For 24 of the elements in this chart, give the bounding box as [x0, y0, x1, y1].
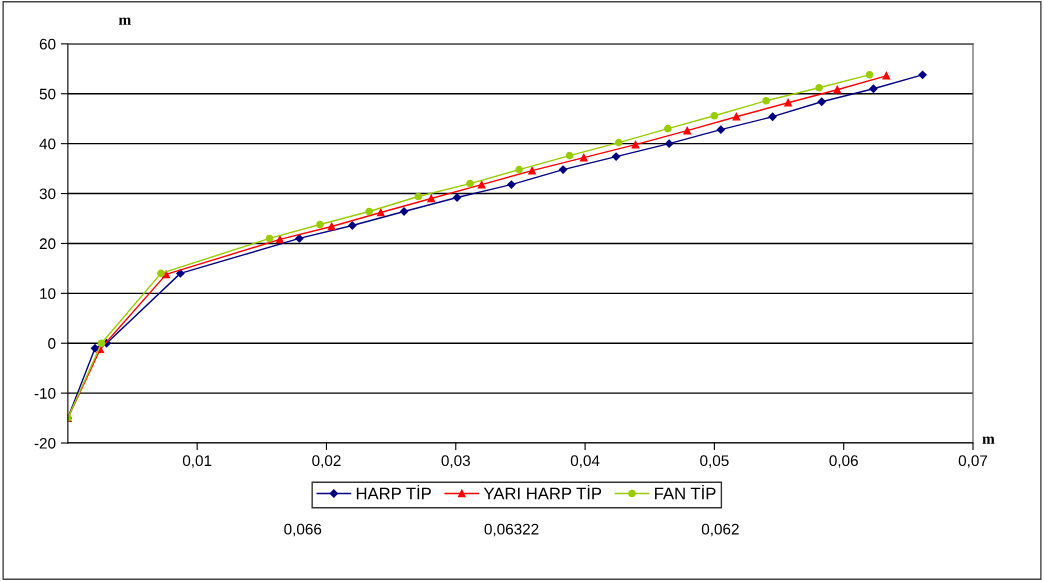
y-tick-label: 10	[40, 288, 56, 300]
y-tick-label: 0	[48, 338, 56, 349]
legend-label: FAN TİP	[655, 484, 716, 500]
y-tick-label: 20	[39, 238, 56, 250]
x-tick-label: 0,03	[441, 455, 470, 468]
x-tick-label: 0,07	[958, 455, 988, 468]
y-tick-label: 60	[39, 38, 56, 50]
text: 0,062	[701, 523, 739, 537]
y-axis-title: m	[118, 17, 131, 25]
y-tick-label: -10	[34, 387, 56, 399]
y-tick-label: 50	[39, 88, 56, 100]
x-tick-label: 0,06	[829, 455, 858, 468]
x-tick-label: 0,01	[182, 455, 212, 468]
x-axis-title: m	[982, 436, 995, 444]
y-tick-label: -20	[34, 437, 56, 449]
x-tick-label: 0,02	[312, 455, 341, 468]
legend-label: YARI HARP TİP	[483, 484, 602, 500]
x-tick-label: 0,05	[700, 455, 729, 468]
y-tick-label: 40	[39, 138, 56, 150]
text: 0,066	[284, 523, 322, 537]
text: 0,06322	[484, 523, 539, 537]
x-tick-label: 0,04	[570, 455, 600, 468]
legend-label: HARP TİP	[356, 484, 431, 500]
y-tick-label: 30	[39, 188, 56, 200]
